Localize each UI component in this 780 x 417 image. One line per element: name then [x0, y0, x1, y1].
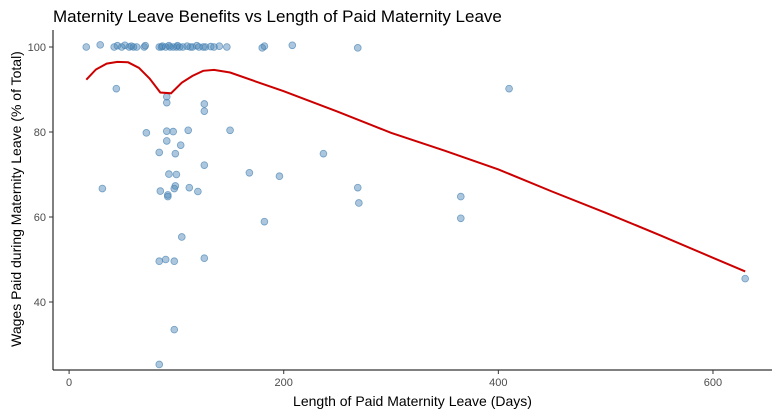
data-point [200, 107, 209, 115]
data-point [741, 274, 749, 283]
data-point [171, 182, 180, 190]
data-point [169, 127, 177, 136]
data-point [200, 254, 209, 263]
data-point [194, 187, 202, 196]
x-axis-label: Length of Paid Maternity Leave (Days) [293, 393, 532, 409]
data-point [215, 42, 224, 50]
chart-title: Maternity Leave Benefits vs Length of Pa… [53, 7, 502, 26]
axes: 0 200 400 600 40 60 80 100 [28, 30, 772, 389]
data-point [161, 255, 170, 264]
data-point [82, 43, 91, 51]
data-point [353, 44, 362, 52]
data-point [185, 183, 194, 192]
y-tick-label: 100 [28, 42, 46, 54]
data-point [275, 172, 284, 181]
data-point [132, 43, 141, 51]
data-point [355, 199, 363, 207]
x-tick-label: 600 [704, 377, 722, 389]
x-tick-label: 0 [66, 377, 72, 389]
y-tick-label: 40 [34, 297, 46, 309]
data-point [319, 149, 328, 158]
data-point [245, 169, 254, 177]
data-point [176, 141, 185, 149]
data-point [96, 41, 105, 49]
trend-line [85, 60, 746, 273]
data-point [142, 129, 151, 137]
x-tick-label: 200 [275, 377, 293, 389]
data-point [170, 325, 179, 334]
data-point [201, 43, 210, 51]
data-point [353, 183, 362, 192]
data-point [98, 184, 107, 193]
data-point [226, 126, 234, 135]
data-point [505, 84, 513, 93]
data-point [112, 84, 121, 93]
data-point [162, 137, 171, 145]
y-tick-label: 60 [34, 212, 46, 224]
data-point [260, 42, 269, 50]
data-point [155, 360, 164, 369]
data-point [200, 100, 209, 108]
data-point [156, 187, 165, 195]
data-points [82, 41, 749, 369]
data-point [141, 41, 150, 50]
y-tick-label: 80 [34, 127, 46, 139]
data-point [113, 41, 122, 50]
data-point [288, 41, 297, 50]
data-point [162, 127, 171, 135]
data-point [171, 149, 180, 158]
data-point [456, 192, 465, 201]
data-point [162, 98, 171, 107]
data-point [164, 191, 172, 199]
data-point [172, 170, 181, 179]
data-point [199, 43, 208, 51]
data-point [164, 192, 172, 201]
x-tick-label: 400 [489, 377, 507, 389]
data-point [165, 170, 173, 178]
data-point [155, 148, 164, 157]
trend-line-group [85, 60, 746, 273]
data-point [200, 161, 209, 169]
data-point [260, 217, 269, 226]
data-point [177, 233, 186, 241]
data-point [155, 257, 164, 266]
data-point [184, 126, 193, 135]
data-point [223, 43, 231, 51]
data-point [170, 257, 179, 266]
data-point [456, 214, 465, 223]
